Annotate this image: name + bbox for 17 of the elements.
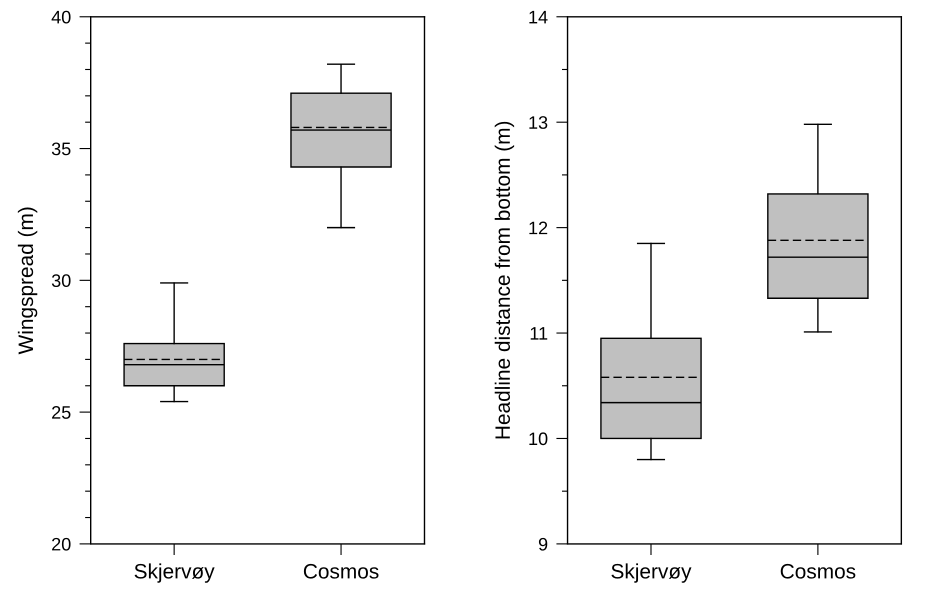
y-axis-title: Headline distance from bottom (m) bbox=[494, 122, 514, 438]
y-axis-title: Wingspread (m) bbox=[18, 208, 38, 354]
y-tick-label: 9 bbox=[538, 538, 548, 551]
x-tick-label: Skjervøy bbox=[611, 563, 692, 583]
x-tick-label: Cosmos bbox=[780, 564, 856, 579]
y-tick-label: 20 bbox=[52, 538, 71, 551]
y-tick-label: 40 bbox=[52, 10, 71, 24]
y-tick-label: 30 bbox=[52, 274, 71, 288]
y-tick-label: 25 bbox=[52, 406, 70, 419]
y-tick-label: 13 bbox=[529, 116, 548, 129]
y-tick-label: 10 bbox=[529, 432, 548, 446]
x-tick-label: Skjervøy bbox=[134, 563, 215, 583]
y-tick-label: 11 bbox=[530, 327, 548, 340]
x-tick-label: Cosmos bbox=[304, 564, 378, 579]
y-tick-label: 12 bbox=[529, 222, 548, 234]
y-tick-label: 14 bbox=[529, 10, 548, 24]
y-tick-label: 35 bbox=[52, 142, 70, 156]
